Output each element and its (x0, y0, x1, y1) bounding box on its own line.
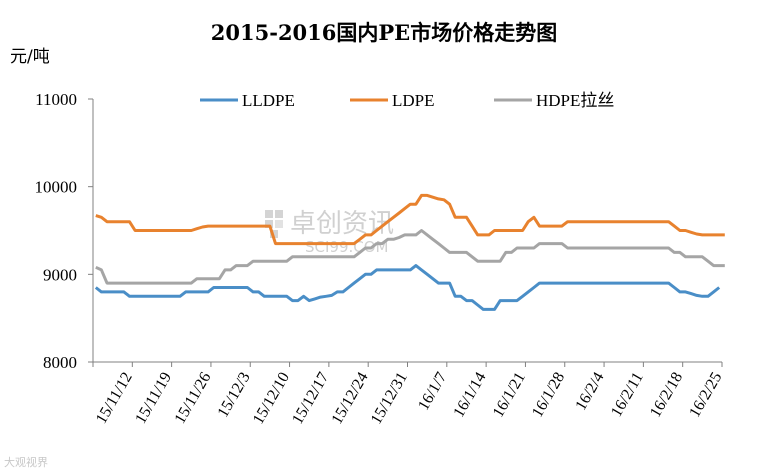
x-tick-label: 15/12/10 (250, 370, 293, 428)
x-tick-label: 15/12/3 (215, 370, 254, 421)
x-tick-label: 16/2/4 (572, 370, 607, 414)
x-tick-label: 16/2/25 (686, 370, 725, 421)
corner-watermark: 大观视界 (4, 455, 48, 469)
x-tick-label: 15/11/26 (172, 370, 215, 427)
y-axis: 8000 9000 10000 11000 (35, 90, 94, 372)
x-tick-label: 16/2/18 (647, 370, 686, 421)
series-layer (94, 193, 725, 311)
legend-label-hdpe: HDPE拉丝 (536, 91, 614, 110)
y-axis-unit-label: 元/吨 (10, 47, 50, 67)
x-tick-label: 16/1/21 (490, 370, 529, 421)
x-tick-label: 15/12/31 (368, 370, 411, 428)
x-tick-label: 16/1/28 (529, 370, 568, 421)
x-tick-label: 15/11/12 (93, 370, 136, 427)
x-tick-label: 15/12/24 (328, 370, 371, 428)
chart-title: 2015-2016国内PE市场价格走势图 (211, 20, 557, 45)
watermark-text: 卓创资讯 (290, 209, 394, 239)
y-tick-label: 8000 (43, 353, 77, 372)
watermark-subtext: SCI99.COM (305, 238, 389, 256)
series-line-ldpe (95, 193, 725, 246)
x-tick-label: 16/2/11 (608, 370, 647, 420)
x-tick-label: 16/1/14 (450, 370, 489, 421)
legend: LLDPE LDPE HDPE拉丝 (200, 91, 614, 110)
series-line-hdpe (95, 229, 725, 285)
series-line-lldpe (94, 264, 721, 311)
x-tick-label: 16/1/7 (415, 370, 450, 414)
corner-watermark-text: 大观视界 (4, 455, 48, 469)
legend-label-ldpe: LDPE (392, 91, 435, 110)
x-tick-label: 15/11/19 (132, 370, 175, 427)
y-tick-label: 10000 (35, 178, 78, 197)
y-tick-label: 11000 (35, 90, 77, 109)
legend-label-lldpe: LLDPE (242, 91, 295, 110)
y-tick-label: 9000 (43, 265, 77, 284)
watermark-logo-icon (265, 210, 283, 238)
x-tick-label: 15/12/17 (289, 370, 332, 428)
